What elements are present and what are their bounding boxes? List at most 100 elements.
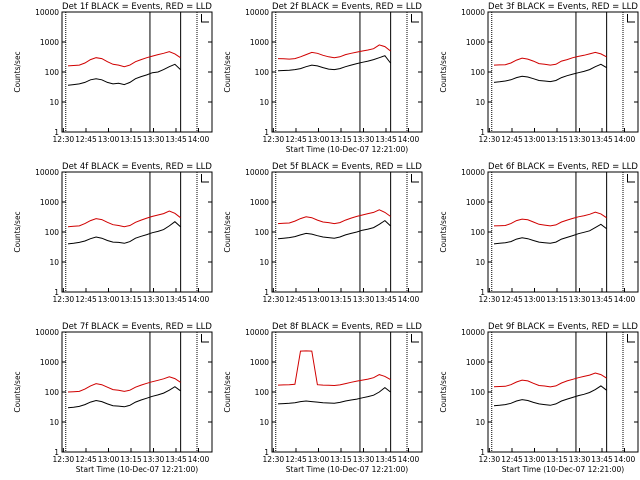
x-tick-label: 13:30	[353, 135, 375, 144]
panel-title: Det 7f BLACK = Events, RED = LLD	[62, 322, 212, 332]
y-tick-label: 1000	[466, 198, 485, 207]
detector-panel: Det 1f BLACK = Events, RED = LLD 1 10 100 10…	[13, 2, 213, 144]
y-tick-label: 10000	[461, 8, 485, 17]
series-line	[277, 55, 391, 72]
y-axis-label: Counts/sec	[439, 211, 448, 252]
x-tick-label: 13:00	[308, 295, 330, 304]
x-tick-label: 13:30	[569, 135, 591, 144]
y-tick-label: 1	[264, 448, 269, 457]
x-axis-label: Start Time (10-Dec-07 12:21:00)	[502, 465, 624, 474]
y-tick-label: 1000	[250, 38, 269, 47]
bracket-mark	[201, 174, 209, 183]
y-tick-label: 1000	[466, 358, 485, 367]
y-tick-label: 100	[45, 68, 60, 77]
series-line	[67, 63, 181, 86]
x-tick-label: 13:00	[98, 295, 120, 304]
y-tick-label: 10	[259, 418, 269, 427]
series-line	[277, 219, 391, 240]
x-tick-label: 13:45	[591, 295, 613, 304]
x-tick-label: 12:45	[285, 295, 307, 304]
x-tick-label: 14:00	[614, 295, 636, 304]
y-tick-label: 10	[49, 418, 59, 427]
y-tick-label: 100	[471, 388, 486, 397]
x-axis-label: Start Time (10-Dec-07 12:21:00)	[76, 465, 198, 474]
series-line	[277, 350, 391, 387]
y-tick-label: 10000	[461, 168, 485, 177]
y-tick-label: 100	[255, 68, 270, 77]
x-tick-label: 13:15	[330, 135, 352, 144]
x-tick-label: 13:00	[308, 455, 330, 464]
series-line	[67, 221, 181, 245]
y-tick-label: 10000	[245, 328, 269, 337]
y-tick-label: 100	[255, 388, 270, 397]
y-tick-label: 1000	[466, 38, 485, 47]
series-line	[493, 223, 607, 245]
y-axis-label: Counts/sec	[223, 211, 232, 252]
x-tick-label: 12:45	[501, 455, 523, 464]
x-tick-label: 13:45	[165, 455, 187, 464]
x-tick-label: 12:30	[479, 135, 501, 144]
y-tick-label: 1	[54, 128, 59, 137]
bracket-mark	[411, 174, 419, 183]
x-tick-label: 12:30	[263, 455, 285, 464]
bracket-mark	[201, 334, 209, 343]
x-tick-label: 13:00	[524, 135, 546, 144]
x-tick-label: 13:30	[569, 295, 591, 304]
y-tick-label: 10	[475, 258, 485, 267]
detector-panel: Det 6f BLACK = Events, RED = LLD 1 10 100 10…	[439, 162, 639, 304]
x-tick-label: 12:45	[285, 455, 307, 464]
plot-frame	[271, 11, 423, 133]
y-tick-label: 10	[49, 258, 59, 267]
y-tick-label: 1	[264, 128, 269, 137]
y-tick-label: 1000	[40, 198, 59, 207]
plot-frame	[487, 11, 639, 133]
y-axis-label: Counts/sec	[223, 51, 232, 92]
y-tick-label: 1000	[40, 358, 59, 367]
x-tick-label: 13:00	[308, 135, 330, 144]
bracket-mark	[627, 174, 635, 183]
series-line	[277, 209, 391, 225]
y-tick-label: 10000	[245, 8, 269, 17]
y-tick-label: 1	[264, 288, 269, 297]
x-tick-label: 13:15	[330, 455, 352, 464]
x-axis-label: Start Time (10-Dec-07 12:21:00)	[286, 465, 408, 474]
y-tick-label: 1	[480, 448, 485, 457]
panel-title: Det 4f BLACK = Events, RED = LLD	[62, 162, 212, 172]
bracket-mark	[627, 14, 635, 23]
plot-frame	[487, 331, 639, 453]
x-tick-label: 13:15	[546, 295, 568, 304]
y-tick-label: 10000	[245, 168, 269, 177]
x-tick-label: 13:00	[98, 135, 120, 144]
plot-frame	[271, 171, 423, 293]
x-axis-label: Start Time (10-Dec-07 12:21:00)	[286, 145, 408, 154]
x-tick-label: 13:30	[353, 455, 375, 464]
y-tick-label: 1	[480, 288, 485, 297]
series-line	[493, 211, 607, 227]
panel-title: Det 5f BLACK = Events, RED = LLD	[272, 162, 422, 172]
y-tick-label: 100	[255, 228, 270, 237]
series-line	[67, 376, 181, 393]
plot-frame	[487, 171, 639, 293]
panel-title: Det 2f BLACK = Events, RED = LLD	[272, 2, 422, 12]
x-tick-label: 14:00	[614, 135, 636, 144]
x-tick-label: 13:15	[330, 295, 352, 304]
y-axis-label: Counts/sec	[439, 51, 448, 92]
x-tick-label: 14:00	[398, 455, 420, 464]
detector-panel: Det 7f BLACK = Events, RED = LLD 1 10 100 10…	[13, 322, 213, 474]
x-tick-label: 14:00	[188, 455, 210, 464]
panel-title: Det 6f BLACK = Events, RED = LLD	[488, 162, 638, 172]
y-tick-label: 10000	[35, 328, 59, 337]
bracket-mark	[411, 14, 419, 23]
x-tick-label: 12:30	[53, 455, 75, 464]
panel-title: Det 3f BLACK = Events, RED = LLD	[488, 2, 638, 12]
x-tick-label: 12:45	[75, 295, 97, 304]
y-tick-label: 10000	[35, 8, 59, 17]
x-tick-label: 12:45	[285, 135, 307, 144]
y-tick-label: 100	[471, 68, 486, 77]
x-tick-label: 13:30	[143, 135, 165, 144]
x-tick-label: 12:45	[75, 135, 97, 144]
series-line	[493, 51, 607, 66]
series-line	[493, 372, 607, 388]
plot-frame	[271, 331, 423, 453]
y-tick-label: 10	[475, 98, 485, 107]
